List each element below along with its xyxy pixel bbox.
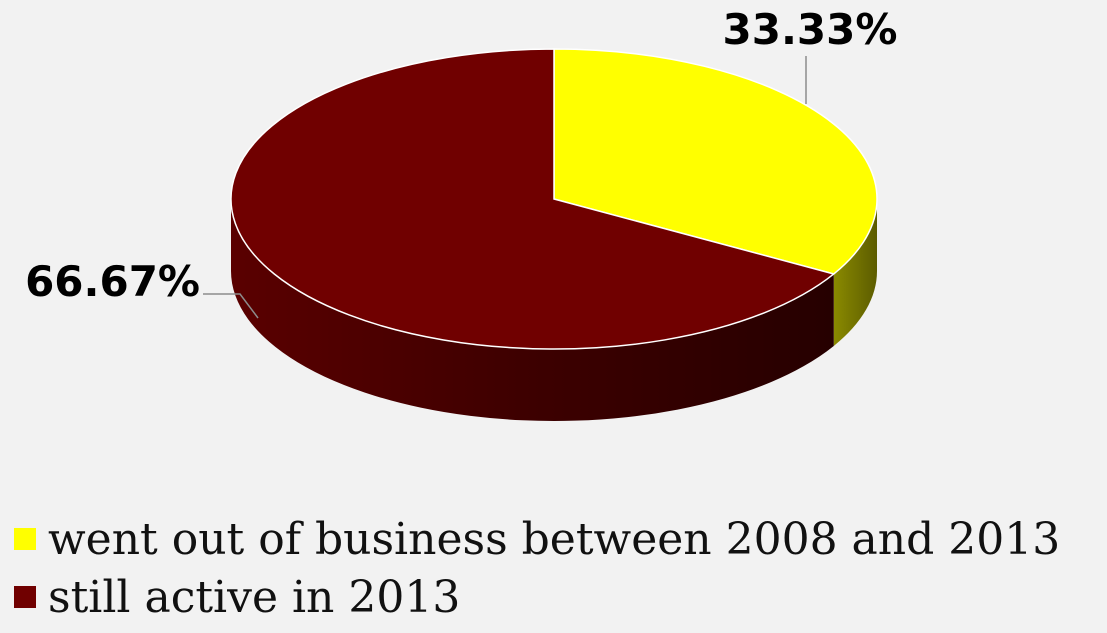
pie-slice-went-out-of-business (553, 48, 878, 275)
leader-line-still-active (203, 293, 259, 319)
pie-side-still-active (231, 199, 834, 421)
pie-side-went-out-of-business (833, 199, 877, 346)
legend-label-still-active: still active in 2013 (48, 571, 461, 623)
legend-swatch-went-out-of-business (14, 528, 36, 550)
legend-item-went-out-of-business: went out of business between 2008 and 20… (14, 510, 1060, 568)
data-label-went-out-of-business: 33.33% (723, 5, 898, 54)
data-label-still-active: 66.67% (25, 257, 200, 306)
legend-swatch-still-active (14, 586, 36, 608)
legend-item-still-active: still active in 2013 (14, 568, 1060, 626)
legend: went out of business between 2008 and 20… (14, 510, 1060, 626)
legend-label-went-out-of-business: went out of business between 2008 and 20… (48, 513, 1061, 565)
pie-slice-still-active (230, 48, 836, 350)
